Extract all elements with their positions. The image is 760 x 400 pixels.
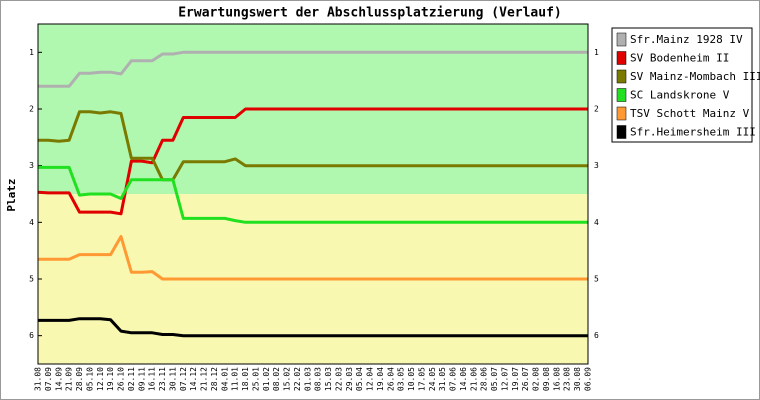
x-tick-label: 30.11 xyxy=(168,367,177,391)
x-tick-label: 30.08 xyxy=(573,367,582,391)
legend-swatch xyxy=(616,88,627,102)
x-tick-label: 21.09 xyxy=(65,367,74,391)
x-tick-label: 11.01 xyxy=(231,367,240,391)
x-tick-label: 23.08 xyxy=(563,367,572,391)
x-tick-label: 16.11 xyxy=(148,367,157,391)
x-tick-label: 21.12 xyxy=(200,367,209,391)
x-tick-label: 07.06 xyxy=(449,367,458,391)
x-tick-label: 19.10 xyxy=(106,367,115,391)
y-tick-label: 5 xyxy=(594,275,599,284)
x-tick-label: 15.03 xyxy=(324,367,333,391)
legend-label: SV Mainz-Mombach III xyxy=(630,70,760,83)
y-tick-label: 3 xyxy=(594,161,599,170)
x-tick-label: 01.03 xyxy=(303,367,312,391)
x-tick-label: 14.12 xyxy=(189,367,198,391)
x-tick-label: 22.02 xyxy=(293,367,302,391)
legend-swatch xyxy=(616,32,627,47)
y-tick-label: 4 xyxy=(594,218,599,227)
legend-swatch xyxy=(616,69,627,84)
plot-border xyxy=(37,23,589,365)
x-tick-label: 10.05 xyxy=(407,367,416,391)
x-tick-label: 08.02 xyxy=(272,367,281,391)
x-tick-label: 24.05 xyxy=(428,367,437,391)
x-tick-label: 05.10 xyxy=(85,367,94,391)
y-tick-label: 6 xyxy=(29,331,34,340)
legend-swatch xyxy=(616,51,627,65)
y-tick-label: 5 xyxy=(29,275,34,284)
series-line xyxy=(38,110,588,182)
x-tick-label: 16.08 xyxy=(552,367,561,391)
x-tick-label: 23.11 xyxy=(158,367,167,391)
x-tick-label: 05.07 xyxy=(490,367,499,391)
x-tick-label: 17.05 xyxy=(417,367,426,391)
y-tick-label: 2 xyxy=(29,105,34,114)
x-tick-label: 12.10 xyxy=(96,367,105,391)
x-tick-label: 03.05 xyxy=(397,367,406,391)
x-tick-label: 14.06 xyxy=(459,367,468,391)
x-tick-label: 12.07 xyxy=(500,367,509,391)
x-tick-label: 19.07 xyxy=(511,367,520,391)
x-tick-label: 26.10 xyxy=(117,367,126,391)
y-axis-label: Platz xyxy=(5,178,18,211)
x-tick-label: 08.03 xyxy=(314,367,323,391)
x-tick-label: 09.11 xyxy=(137,367,146,391)
y-tick-label: 1 xyxy=(594,48,599,57)
x-tick-label: 04.01 xyxy=(220,367,229,391)
x-tick-label: 07.09 xyxy=(44,367,53,391)
series-line xyxy=(38,317,588,338)
x-tick-label: 01.02 xyxy=(262,367,271,391)
y-tick-label: 6 xyxy=(594,331,599,340)
chart-title: Erwartungswert der Abschlussplatzierung … xyxy=(178,6,562,21)
x-tick-label: 25.01 xyxy=(251,367,260,391)
series-line xyxy=(37,107,588,216)
x-tick-label: 14.09 xyxy=(54,367,63,391)
x-tick-label: 06.09 xyxy=(584,367,593,391)
legend-label: SC Landskrone V xyxy=(630,89,730,102)
x-tick-label: 31.05 xyxy=(438,367,447,391)
x-tick-label: 26.07 xyxy=(521,367,530,391)
x-tick-label: 29.03 xyxy=(345,367,354,391)
legend-label: SV Bodenheim II xyxy=(630,52,729,65)
x-tick-label: 21.06 xyxy=(469,367,478,391)
x-tick-label: 28.12 xyxy=(210,367,219,391)
legend-label: Sfr.Heimersheim III xyxy=(630,126,756,139)
x-tick-label: 02.08 xyxy=(532,367,541,391)
y-tick-label: 2 xyxy=(594,105,599,114)
x-tick-label: 18.01 xyxy=(241,367,250,391)
legend-swatch xyxy=(616,106,627,121)
y-tick-label: 1 xyxy=(29,48,34,57)
series-line xyxy=(38,165,588,224)
series-line xyxy=(38,50,588,88)
x-tick-label: 07.12 xyxy=(179,367,188,391)
x-tick-label: 15.02 xyxy=(283,367,292,391)
y-tick-label: 3 xyxy=(29,161,34,170)
legend-label: Sfr.Mainz 1928 IV xyxy=(630,33,743,46)
x-tick-label: 26.04 xyxy=(386,367,395,391)
x-tick-label: 22.03 xyxy=(334,367,343,391)
x-tick-label: 28.06 xyxy=(480,367,489,391)
x-tick-label: 09.08 xyxy=(542,367,551,391)
legend-label: TSV Schott Mainz V xyxy=(630,107,750,120)
x-tick-label: 02.11 xyxy=(127,367,136,391)
x-tick-label: 28.09 xyxy=(75,367,84,391)
x-tick-label: 05.04 xyxy=(355,367,364,391)
series-line xyxy=(38,235,588,281)
legend-swatch xyxy=(616,125,627,139)
x-tick-label: 31.08 xyxy=(34,367,43,391)
x-tick-label: 12.04 xyxy=(366,367,375,391)
x-tick-label: 19.04 xyxy=(376,367,385,391)
y-tick-label: 4 xyxy=(29,218,34,227)
legend-box xyxy=(611,27,753,143)
